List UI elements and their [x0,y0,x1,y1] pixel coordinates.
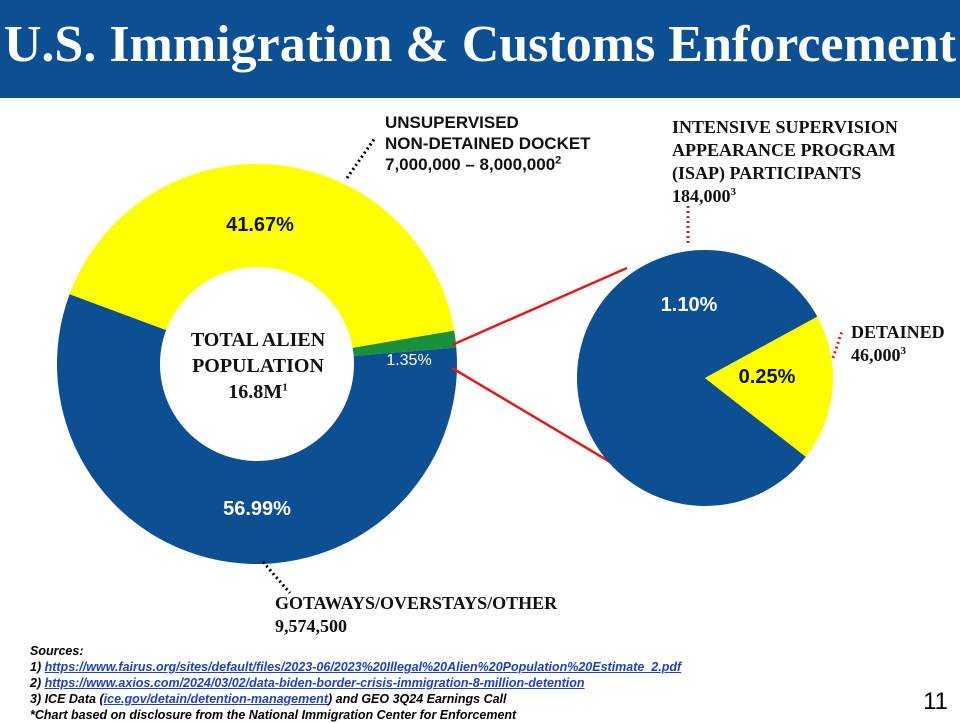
donut-center-label: TOTAL ALIEN POPULATION 16.8M1 [190,329,326,403]
pie-slice-isap [577,250,818,506]
leader-lines [261,137,844,594]
page-title: U.S. Immigration & Customs Enforcement [3,16,957,73]
leader-gotaways [261,561,292,594]
donut-slice-unsupervised [69,164,455,348]
detained-label: DETAINED 46,0003 [851,322,945,365]
leader-unsupervised [345,137,377,179]
page-number: 11 [923,688,948,715]
connector-line-2 [451,366,628,474]
unsupervised-label: UNSUPERVISED NON-DETAINED DOCKET 7,000,0… [385,113,591,174]
donut-label-41-67: 41.67% [226,214,294,236]
source-line-3: 3) ICE Data (ice.gov/detain/detention-ma… [30,692,507,706]
slice-labels: 41.67% 1.35% 56.99% 1.10% 0.25% [223,214,795,520]
pie-label-1-10: 1.10% [661,294,718,316]
donut-slice-isap-group [352,330,457,356]
chart-area: 41.67% 1.35% 56.99% 1.10% 0.25% [56,137,844,594]
pie-label-0-25: 0.25% [739,366,796,388]
sources-block: Sources: 1) https://www.fairus.org/sites… [30,643,681,723]
isap-label: INTENSIVE SUPERVISION APPEARANCE PROGRAM… [672,117,898,206]
donut-chart [56,164,457,565]
source-line-1: 1) https://www.fairus.org/sites/default/… [30,660,682,674]
connector-line-1 [451,266,628,347]
gotaways-label: GOTAWAYS/OVERSTAYS/OTHER 9,574,500 [275,593,558,636]
connector-lines [451,266,628,474]
sources-title: Sources: [30,644,84,658]
source-link-1[interactable]: https://www.fairus.org/sites/default/fil… [44,660,682,674]
pie-slice-detained [705,316,833,457]
leader-detained [831,330,844,359]
source-note: *Chart based on disclosure from the Nati… [30,708,517,722]
source-line-2: 2) https://www.axios.com/2024/03/02/data… [30,676,585,690]
donut-label-56-99: 56.99% [223,498,291,520]
title-banner: U.S. Immigration & Customs Enforcement [0,0,960,98]
source-link-3[interactable]: ice.gov/detain/detention-management [103,692,328,706]
donut-slice-gotaways [56,294,457,565]
pie-chart [577,250,833,506]
source-link-2[interactable]: https://www.axios.com/2024/03/02/data-bi… [44,676,585,690]
donut-label-1-35: 1.35% [386,352,431,369]
